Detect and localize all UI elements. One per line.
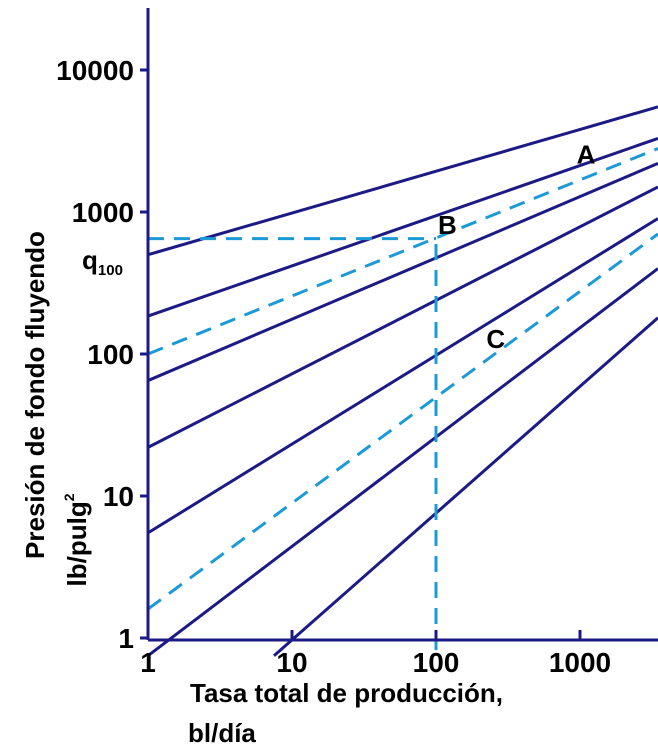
solid-series-line-2: [147, 136, 658, 318]
q100-base: q: [82, 245, 98, 275]
q100-label: q100: [82, 245, 123, 279]
x-tick-label-100: 100: [413, 647, 460, 678]
y-tick-label-10: 10: [103, 481, 134, 512]
q100-subscript: 100: [98, 262, 123, 279]
solid-series-line-7: [273, 316, 658, 657]
y-tick-label-100: 100: [87, 339, 134, 370]
y-tick-label-1: 1: [118, 623, 134, 654]
annotation-B: B: [438, 210, 457, 240]
x-tick-label-10: 10: [276, 647, 307, 678]
dashed-series-line-9: [147, 232, 658, 611]
solid-series-line-5: [147, 217, 658, 535]
dashed-series-line-8: [147, 147, 658, 356]
y-axis-unit: lb/pulg: [62, 501, 92, 586]
series-layer: [147, 105, 658, 657]
annotation-A: A: [577, 139, 596, 169]
solid-series-line-1: [147, 105, 658, 257]
x-tick-label-1: 1: [140, 647, 156, 678]
label-layer: 1 10 100 1000 10000 1 10 100 1000 A B C: [56, 55, 611, 678]
axis-layer: [140, 8, 658, 642]
y-axis-title-line1: Presión de fondo fluyendo: [20, 231, 50, 559]
y-axis-title-line2: lb/pulg2: [61, 493, 92, 586]
y-axis-unit-exponent: 2: [61, 493, 77, 501]
x-axis-title-line2: bl/día: [188, 718, 256, 747]
x-axis-title-line1: Tasa total de producción,: [190, 678, 503, 708]
x-tick-label-1000: 1000: [549, 647, 611, 678]
annotation-C: C: [486, 324, 505, 354]
solid-series-line-4: [147, 185, 658, 449]
solid-series-line-3: [147, 161, 658, 382]
y-tick-label-10000: 10000: [56, 55, 134, 86]
solid-series-line-6: [147, 267, 658, 657]
y-tick-label-1000: 1000: [72, 197, 134, 228]
